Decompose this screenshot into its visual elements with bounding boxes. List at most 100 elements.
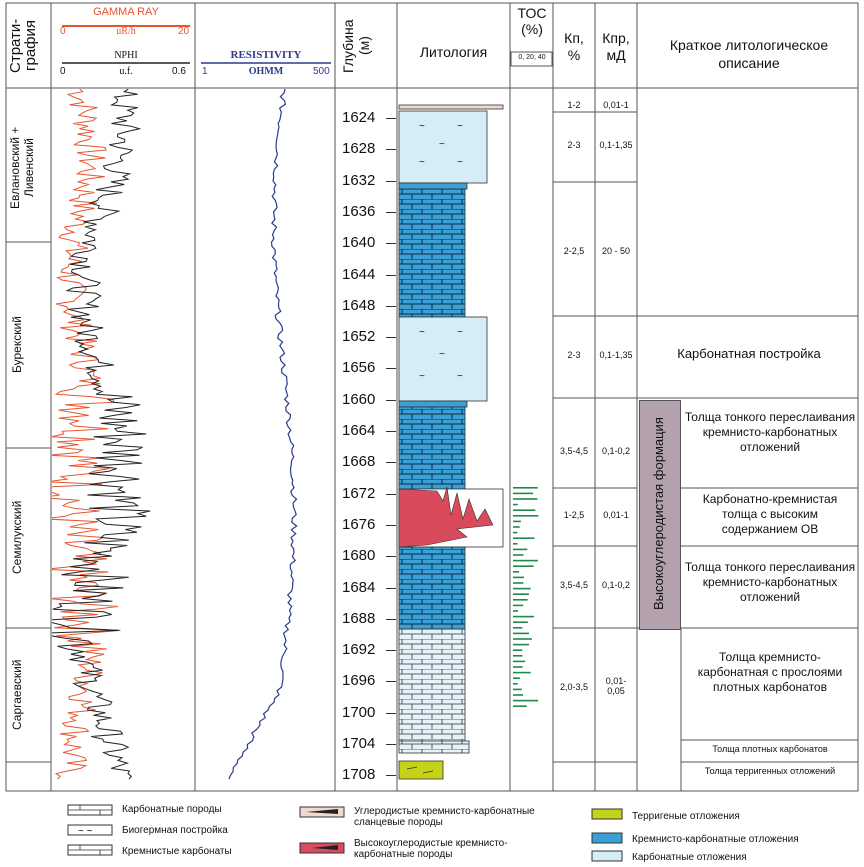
toc-bar <box>513 615 534 618</box>
desc-high-ov: Карбонатно-кремнистая толща с высоким со… <box>702 492 838 536</box>
depth-tick-label: 1644 <box>342 265 376 283</box>
svg-text:~: ~ <box>457 371 463 382</box>
toc-bar <box>513 548 528 551</box>
lithology-header: Литология <box>419 44 488 60</box>
toc-bar <box>513 498 538 500</box>
svg-text:~: ~ <box>439 139 445 150</box>
legend-carbonate-rocks: Карбонатные породы <box>122 804 222 815</box>
kpr-value: 0,1-1,35 <box>599 140 633 150</box>
strat-evlanovsky: Евлановский + Ливенский <box>8 126 36 209</box>
depth-tick-mark <box>386 681 396 683</box>
toc-bar <box>513 632 529 635</box>
toc-header: ТОС (%) <box>517 5 547 37</box>
depth-tick-label: 1696 <box>342 672 376 690</box>
depth-tick-mark <box>386 712 396 714</box>
toc-bar <box>513 565 534 567</box>
depth-tick-mark <box>386 118 396 119</box>
kp-value: 3,5-4,5 <box>559 580 589 590</box>
toc-bar <box>513 671 531 674</box>
toc-bar <box>513 604 524 607</box>
depth-tick-label: 1664 <box>342 422 376 439</box>
depth-tick-label: 1640 <box>342 234 376 252</box>
kp-value: 1-2,5 <box>563 510 585 520</box>
formation-label: Высокоуглеродистая формация <box>651 417 666 611</box>
res-min: 1 <box>202 66 208 77</box>
nphi-min: 0 <box>60 66 66 77</box>
depth-tick-label: 1676 <box>342 515 376 533</box>
depth-tick-label: 1628 <box>342 140 376 158</box>
toc-bar <box>513 649 523 651</box>
depth-tick-label: 1700 <box>342 703 376 721</box>
toc-bar <box>513 655 523 657</box>
gamma-title: GAMMA RAY <box>93 6 159 18</box>
depth-tick-mark <box>386 618 396 620</box>
legend-biogenic: Биогермная постройка <box>122 825 228 836</box>
depth-tick-label: 1692 <box>342 641 376 659</box>
toc-bar <box>513 587 531 590</box>
kp-value: 2,0-3,5 <box>559 682 589 692</box>
res-title: RESISTIVITY <box>230 49 302 61</box>
depth-tick-label: 1668 <box>342 453 376 471</box>
res-unit: OHMM <box>248 66 284 77</box>
legend-silic-carb-deposits: Кремнисто-карбонатные отложения <box>632 834 799 845</box>
depth-tick-label: 1656 <box>342 359 376 377</box>
depth-tick-label: 1652 <box>342 328 376 346</box>
svg-text:~ ~: ~ ~ <box>78 826 93 837</box>
depth-tick-label: 1672 <box>342 484 376 502</box>
toc-bar <box>513 593 529 595</box>
kpr-value: 0,1-1,35 <box>599 350 633 360</box>
depth-tick-mark <box>386 368 396 370</box>
toc-scale: 0, 20, 40 <box>518 54 546 61</box>
kp-header: Кп, % <box>564 30 584 63</box>
toc-bar <box>513 487 538 489</box>
nphi-max: 0.6 <box>172 66 186 77</box>
toc-bar <box>513 526 520 528</box>
depth-tick-mark <box>386 556 396 558</box>
kpr-value: 0,1-0,2 <box>601 580 631 590</box>
depth-tick-mark <box>386 524 396 526</box>
depth-tick-mark <box>386 180 396 182</box>
toc-bar <box>513 627 523 629</box>
depth-tick-mark <box>386 399 396 401</box>
toc-bar <box>513 559 538 562</box>
depth-tick-mark <box>386 587 396 589</box>
depth-tick-label: 1688 <box>342 609 376 627</box>
svg-text:~: ~ <box>419 121 425 132</box>
toc-bar <box>513 683 518 685</box>
formation-box <box>639 400 681 630</box>
depth-tick-label: 1648 <box>342 296 376 314</box>
depth-tick-label: 1704 <box>342 735 376 752</box>
nphi-curve <box>52 89 151 780</box>
desc-dense-layers: Толща кремнисто-карбонатная с прослоями … <box>697 650 843 694</box>
strat-header: Страти- графия <box>7 18 39 74</box>
depth-tick-mark <box>386 775 396 777</box>
strat-sargaevskiy: Саргаевский <box>10 659 24 731</box>
svg-text:~: ~ <box>419 371 425 382</box>
toc-bar <box>513 492 534 495</box>
toc-bar <box>513 666 523 668</box>
toc-track <box>513 487 539 707</box>
gamma-unit: uR/h <box>116 26 136 37</box>
gamma-nphi-track <box>52 89 151 780</box>
legend-terrigenous: Терригеные отложения <box>632 811 740 822</box>
legend-high-carbon: Высокоуглеродистые кремнисто-карбонатные… <box>354 838 508 860</box>
toc-bar <box>513 515 539 517</box>
strat-semilukskiy: Семилукский <box>10 500 24 575</box>
svg-text:~: ~ <box>457 121 463 132</box>
depth-tick-mark <box>386 462 396 464</box>
kpr-value: 20 - 50 <box>601 246 631 256</box>
toc-bar <box>513 621 528 623</box>
desc-interbedding-2: Толща тонкого переслаивания кремнисто-ка… <box>684 560 856 604</box>
kp-value: 1-2 <box>567 100 581 110</box>
legend-carb-deposits: Карбонатные отложения <box>632 852 747 863</box>
resistivity-curve <box>228 89 298 780</box>
description-header: Краткое литологическое описание <box>669 37 829 71</box>
toc-bar <box>513 643 529 646</box>
toc-bar <box>513 543 518 545</box>
desc-carbonate-buildup: Карбонатная постройка <box>677 346 821 361</box>
lithology-column: ~ ~ ~ ~ ~ ~ ~ ~ ~ ~ <box>398 104 504 780</box>
svg-text:~: ~ <box>419 157 425 168</box>
toc-bar <box>513 638 532 640</box>
kp-value: 3,5-4,5 <box>559 446 589 456</box>
